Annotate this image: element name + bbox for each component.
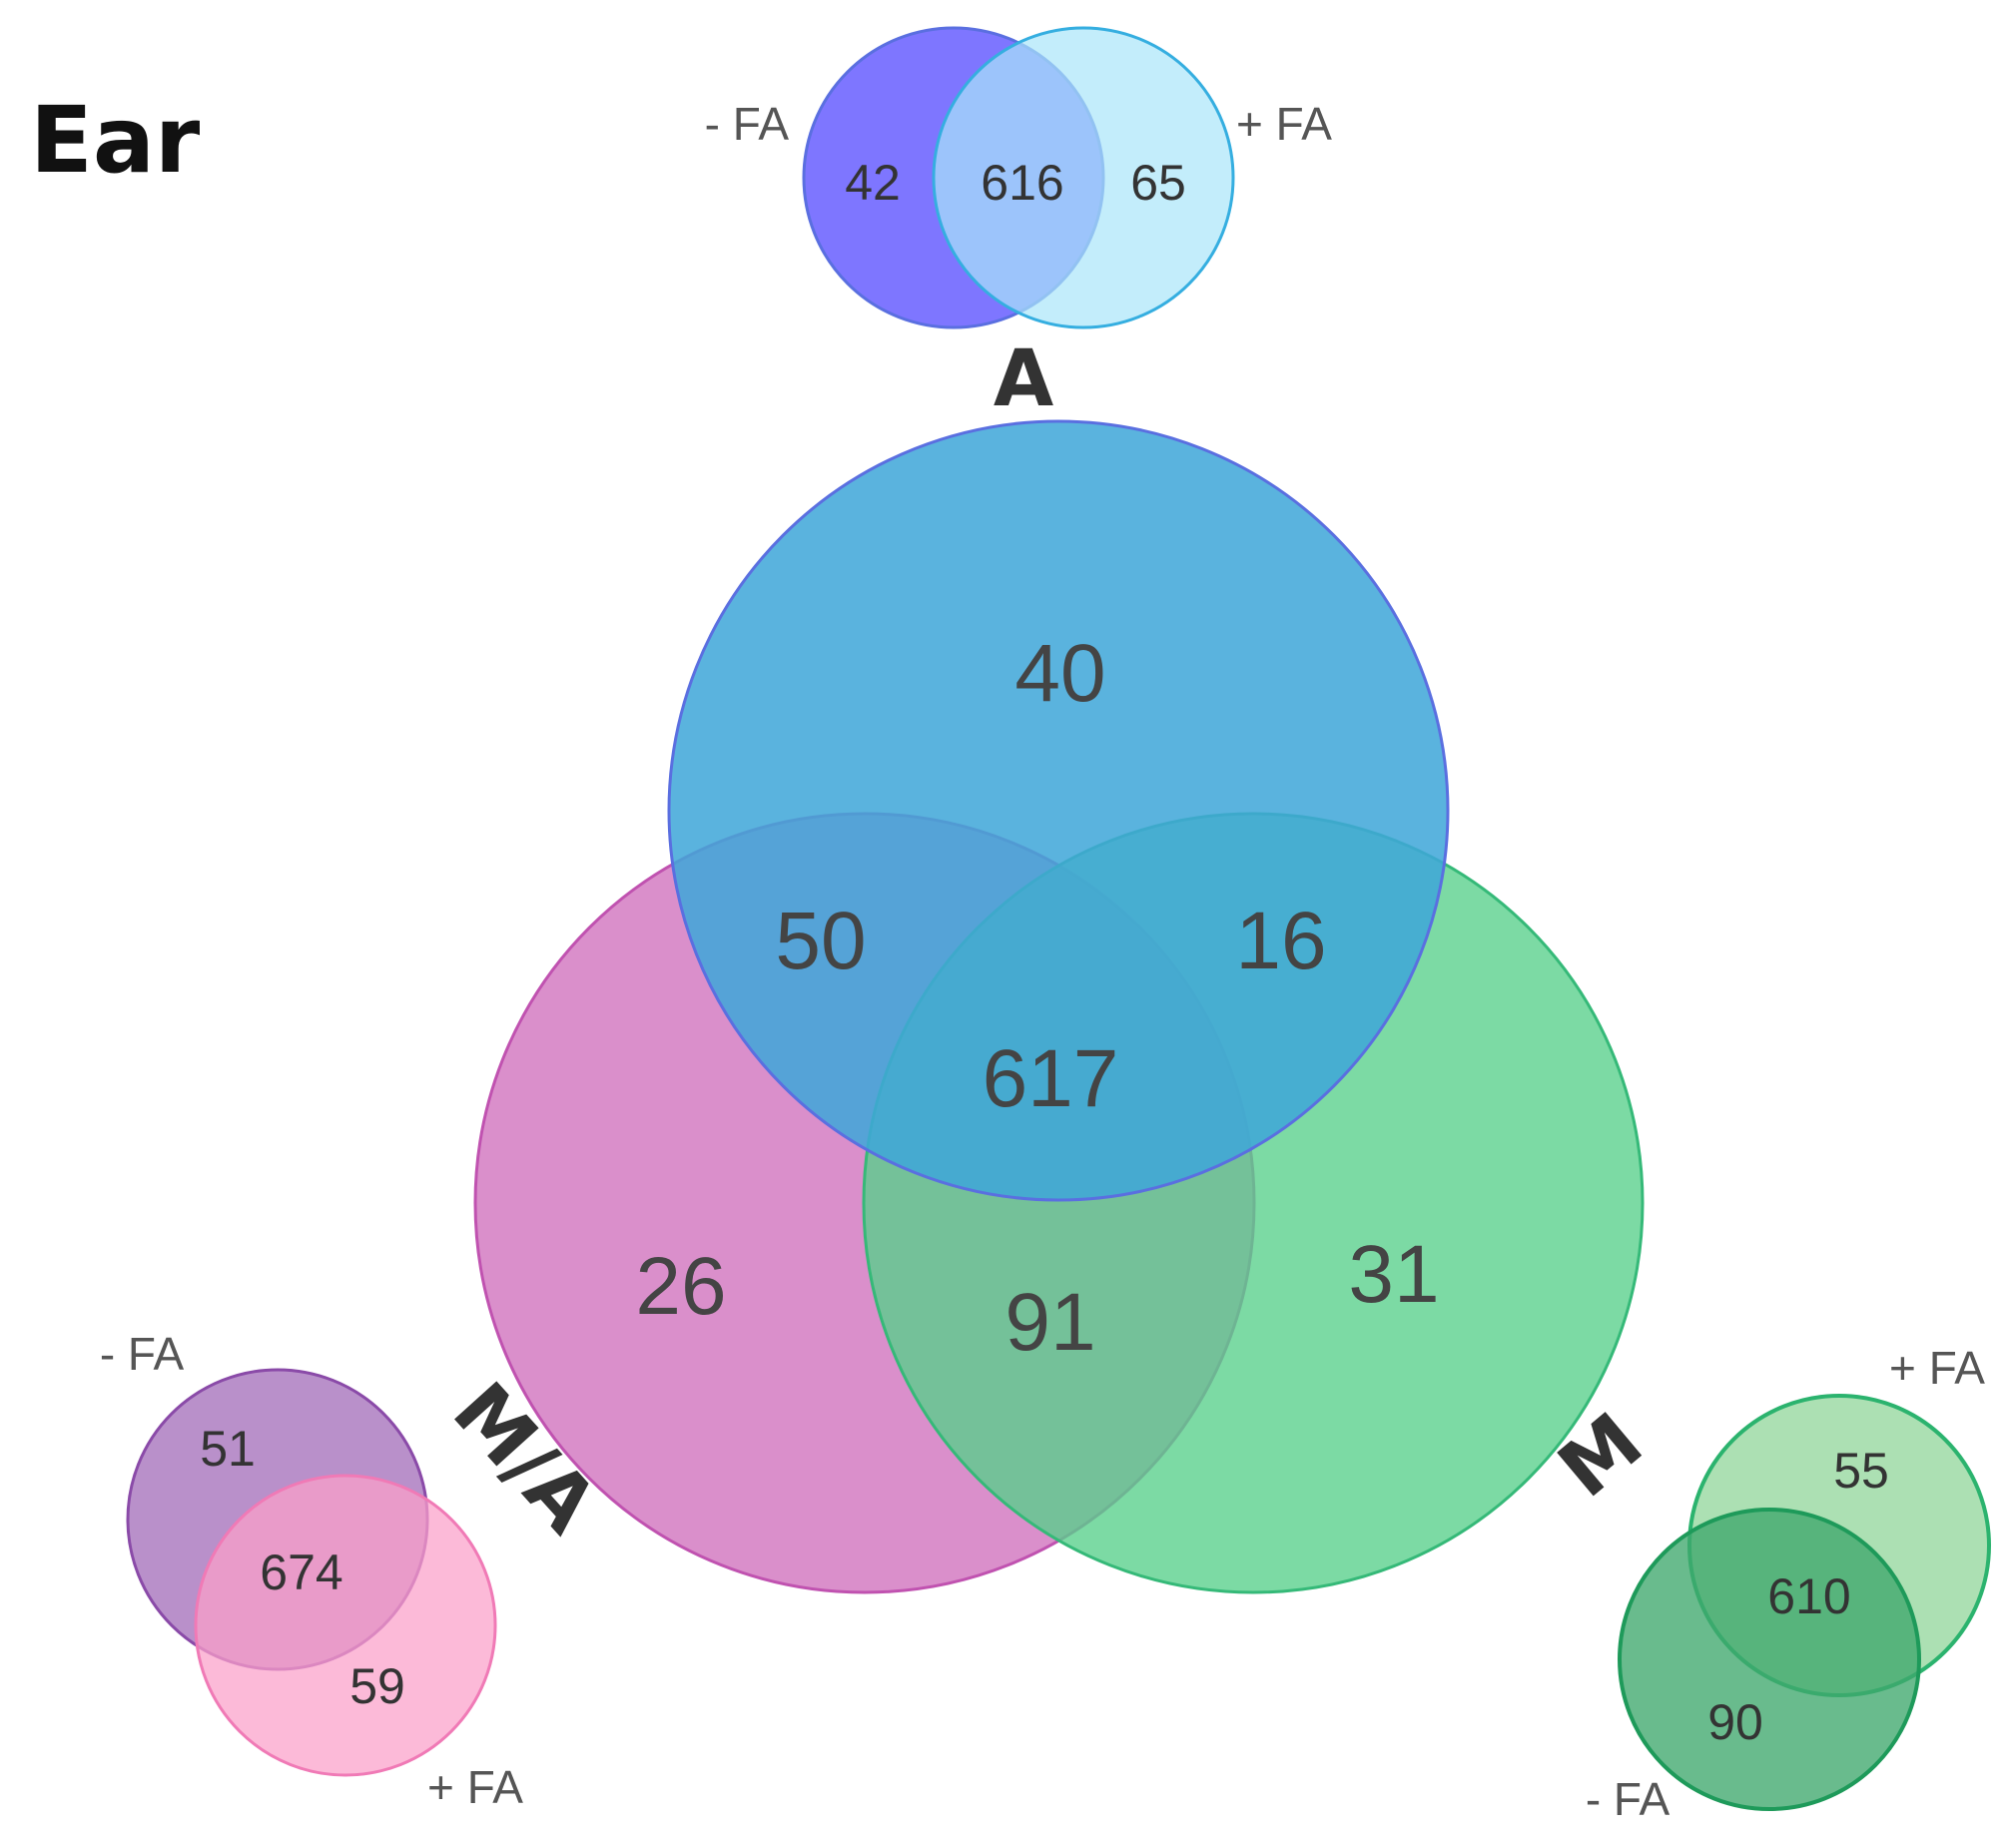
- region-m-only-count: 31: [1348, 1229, 1439, 1320]
- sub-venn-m-both-count: 610: [1767, 1568, 1850, 1624]
- sub-venn-a: 42 616 65 - FA + FA: [705, 26, 1332, 329]
- sub-venn-ma-minus-label: - FA: [100, 1328, 185, 1380]
- sub-venn-m-minus-label: - FA: [1586, 1773, 1671, 1825]
- region-a-only-count: 40: [1014, 628, 1105, 719]
- figure-title: Ear: [30, 87, 201, 194]
- region-a-m-count: 16: [1235, 896, 1326, 986]
- sub-venn-a-both-count: 616: [981, 155, 1063, 211]
- sub-venn-ma-plus-label: + FA: [427, 1761, 523, 1813]
- sub-venn-ma-minus-only-count: 51: [200, 1421, 256, 1477]
- main-venn-circle-a: [667, 419, 1450, 1202]
- main-venn: 40 50 16 617 26 91 31: [473, 419, 1645, 1594]
- set-label-a: A: [994, 334, 1053, 424]
- sub-venn-a-plus-label: + FA: [1236, 98, 1332, 150]
- region-ma-m-count: 91: [1004, 1277, 1095, 1368]
- sub-venn-ma-plus-circle: [194, 1474, 497, 1777]
- region-ma-only-count: 26: [635, 1241, 726, 1332]
- sub-venn-m-plus-label: + FA: [1889, 1342, 1985, 1394]
- sub-venn-m-minus-circle: [1618, 1508, 1921, 1811]
- sub-venn-a-plus-only-count: 65: [1130, 155, 1186, 211]
- sub-venn-ma-plus-only-count: 59: [349, 1658, 405, 1714]
- sub-venn-a-minus-label: - FA: [705, 98, 790, 150]
- sub-venn-a-minus-only-count: 42: [845, 155, 901, 211]
- sub-venn-ma-both-count: 674: [260, 1544, 342, 1600]
- sub-venn-a-plus-circle: [932, 26, 1235, 329]
- region-a-ma-count: 50: [775, 896, 866, 986]
- sub-venn-m-plus-only-count: 55: [1833, 1443, 1889, 1499]
- sub-venn-ma: 51 674 59 - FA + FA: [100, 1328, 523, 1813]
- sub-venn-m-minus-only-count: 90: [1707, 1694, 1763, 1750]
- region-all-count: 617: [983, 1033, 1119, 1124]
- sub-venn-m: 55 610 90 + FA - FA: [1586, 1342, 1991, 1825]
